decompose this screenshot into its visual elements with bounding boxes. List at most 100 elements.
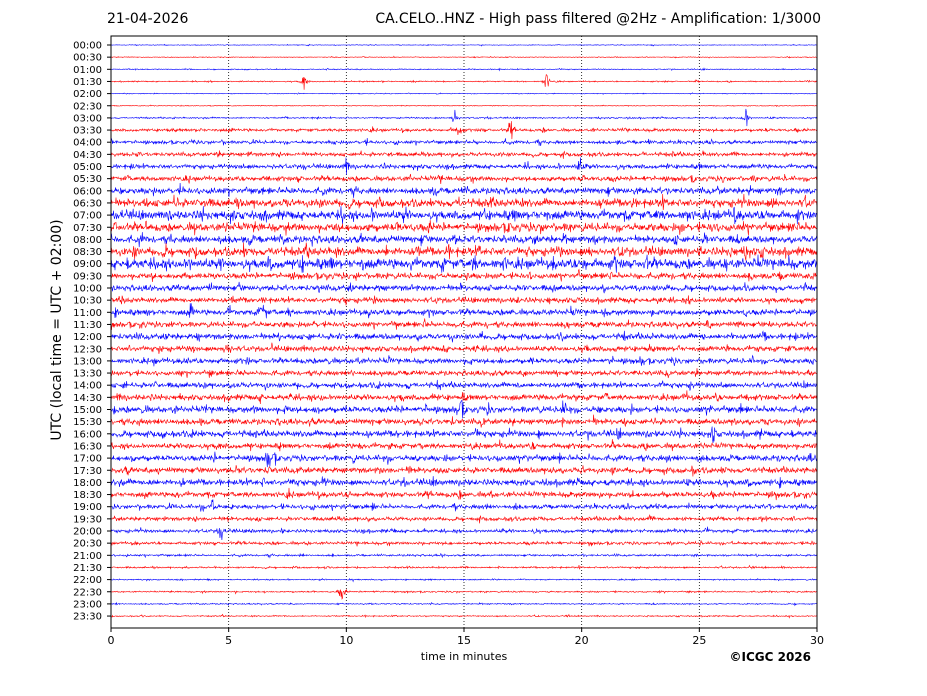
y-tick-label: 21:30 xyxy=(73,563,102,574)
y-tick-label: 08:00 xyxy=(73,235,102,246)
trace-line xyxy=(110,104,818,108)
x-tick-label: 20 xyxy=(575,634,589,647)
trace-line xyxy=(110,400,818,419)
y-tick-label: 03:30 xyxy=(73,126,102,137)
trace-line xyxy=(110,487,818,501)
trace-line xyxy=(110,390,818,405)
trace-line xyxy=(111,92,818,95)
trace-line xyxy=(110,451,818,468)
trace-line xyxy=(111,254,818,273)
trace-line xyxy=(110,232,818,248)
trace-line xyxy=(110,439,818,452)
y-tick-label: 07:00 xyxy=(73,211,102,222)
y-axis-label: UTC (local time = UTC + 02:00) xyxy=(49,219,65,441)
y-tick-label: 14:00 xyxy=(73,381,102,392)
seismic-traces xyxy=(110,43,818,619)
trace-line xyxy=(110,206,818,225)
y-tick-label: 13:30 xyxy=(73,369,102,380)
y-tick-label: 23:30 xyxy=(73,612,102,623)
y-tick-label: 02:30 xyxy=(73,101,102,112)
trace-line xyxy=(110,150,818,159)
y-tick-label: 10:30 xyxy=(73,296,102,307)
trace-line xyxy=(110,354,818,367)
y-tick-label: 09:30 xyxy=(73,271,102,282)
trace-line xyxy=(110,220,817,236)
y-tick-label: 22:00 xyxy=(73,575,102,586)
y-tick-label: 17:00 xyxy=(73,454,102,465)
x-axis-ticks: 0 5 10 15 20 25 30 xyxy=(108,628,824,647)
trace-line xyxy=(110,465,818,477)
y-tick-label: 13:00 xyxy=(73,356,102,367)
y-tick-label: 06:30 xyxy=(73,198,102,209)
y-tick-label: 04:00 xyxy=(73,138,102,149)
y-tick-label: 06:00 xyxy=(73,186,102,197)
y-tick-label: 12:00 xyxy=(73,332,102,343)
trace-line xyxy=(111,67,818,72)
trace-line xyxy=(110,588,818,600)
trace-line xyxy=(110,552,818,559)
trace-line xyxy=(111,303,818,319)
x-tick-label: 15 xyxy=(457,634,471,647)
y-tick-label: 21:00 xyxy=(73,551,102,562)
trace-line xyxy=(110,295,818,306)
vertical-gridlines xyxy=(228,36,700,628)
y-tick-label: 05:00 xyxy=(73,162,102,173)
x-tick-label: 5 xyxy=(225,634,232,647)
y-tick-label: 19:00 xyxy=(73,502,102,513)
y-tick-label: 03:00 xyxy=(73,113,102,124)
y-tick-label: 04:30 xyxy=(73,150,102,161)
y-tick-label: 01:30 xyxy=(73,77,102,88)
y-tick-label: 16:00 xyxy=(73,429,102,440)
y-tick-label: 11:00 xyxy=(73,308,102,319)
trace-line xyxy=(110,342,818,354)
y-tick-label: 02:00 xyxy=(73,89,102,100)
x-tick-label: 30 xyxy=(810,634,824,647)
trace-line xyxy=(110,379,818,391)
trace-line xyxy=(110,601,818,607)
trace-line xyxy=(111,577,818,583)
trace-line xyxy=(110,330,818,343)
copyright-label: ©ICGC 2026 xyxy=(729,650,811,664)
y-tick-label: 01:00 xyxy=(73,65,102,76)
trace-line xyxy=(110,268,818,283)
y-tick-label: 19:30 xyxy=(73,514,102,525)
trace-line xyxy=(110,281,818,294)
y-tick-label: 10:00 xyxy=(73,284,102,295)
y-tick-label: 00:00 xyxy=(73,41,102,52)
y-tick-label: 15:30 xyxy=(73,417,102,428)
trace-line xyxy=(110,526,818,541)
y-tick-label: 18:30 xyxy=(73,490,102,501)
trace-line xyxy=(110,242,818,261)
trace-line xyxy=(110,157,818,175)
y-tick-label: 22:30 xyxy=(73,587,102,598)
trace-line xyxy=(110,539,818,547)
y-tick-label: 00:30 xyxy=(73,53,102,64)
trace-line xyxy=(110,426,818,443)
trace-line xyxy=(110,514,818,524)
trace-line xyxy=(110,55,818,59)
trace-line xyxy=(110,564,818,570)
trace-line xyxy=(110,613,818,619)
trace-line xyxy=(110,182,818,198)
trace-line xyxy=(110,368,818,379)
x-tick-label: 10 xyxy=(339,634,353,647)
plot-frame xyxy=(110,35,818,629)
date-label: 21-04-2026 xyxy=(107,11,189,27)
y-tick-label: 07:30 xyxy=(73,223,102,234)
y-tick-label: 12:30 xyxy=(73,344,102,355)
y-tick-label: 20:30 xyxy=(73,539,102,550)
trace-line xyxy=(110,121,818,140)
chart-title: CA.CELO..HNZ - High pass filtered @2Hz -… xyxy=(375,11,821,27)
trace-line xyxy=(110,108,818,127)
trace-line xyxy=(110,476,818,489)
y-tick-label: 16:30 xyxy=(73,441,102,452)
y-tick-label: 23:00 xyxy=(73,599,102,610)
y-tick-label: 18:00 xyxy=(73,478,102,489)
trace-line xyxy=(110,74,818,90)
y-tick-label: 11:30 xyxy=(73,320,102,331)
y-tick-label: 09:00 xyxy=(73,259,102,270)
y-tick-label: 15:00 xyxy=(73,405,102,416)
trace-line xyxy=(110,173,817,185)
